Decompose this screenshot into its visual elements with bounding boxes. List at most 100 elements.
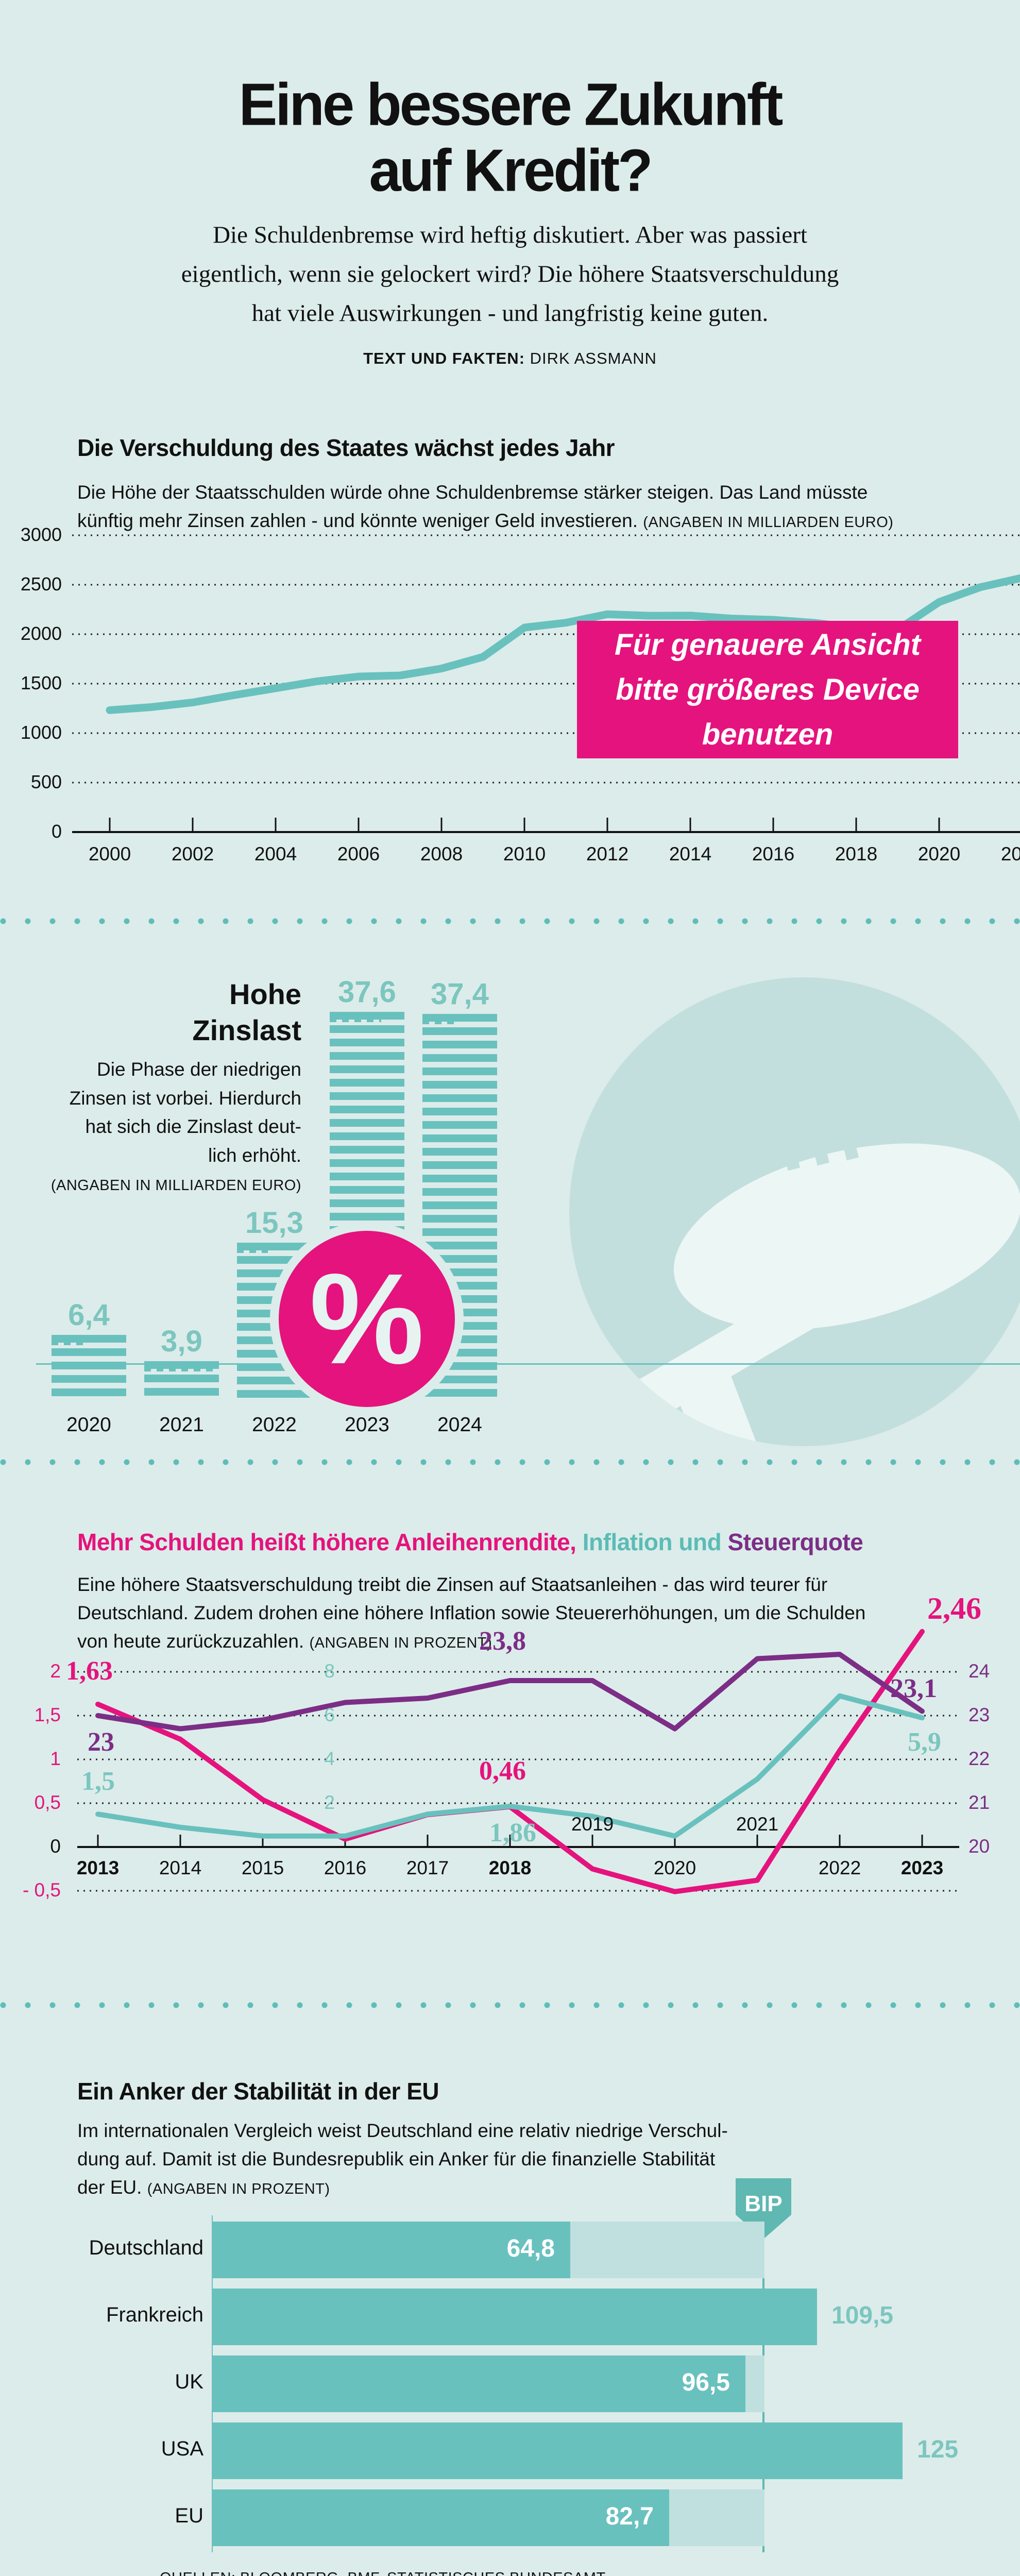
chart4-bar-UK: [213, 2355, 745, 2412]
chart1-xtick-label: 2006: [337, 843, 380, 865]
chart3-right-tick: 20: [968, 1836, 990, 1857]
chart3-right-tick: 23: [968, 1704, 990, 1725]
section3-body-line3: von heute zurückzuzahlen. (ANGABEN IN PR…: [77, 1631, 492, 1652]
chart3-line-steuerquote: [95, 1652, 925, 1732]
device-notice-overlay: Für genauere Ansicht bitte größeres Devi…: [577, 621, 958, 758]
chart4-value-label: 125: [917, 2436, 959, 2463]
chart2-value-label: 37,4: [431, 977, 489, 1011]
chart4-category-label: EU: [175, 2504, 203, 2527]
section3-heading-pink: Mehr Schulden heißt höhere Anleihenrendi…: [77, 1529, 576, 1555]
chart2-year-label: 2022: [252, 1414, 297, 1436]
chart3-left-tick: 0: [50, 1836, 61, 1857]
chart3-right-tick: 22: [968, 1748, 990, 1769]
page-title-line2: auf Kredit?: [369, 137, 653, 204]
chart4-category-label: UK: [175, 2370, 203, 2393]
section3-unit-note: (ANGABEN IN PROZENT): [309, 1635, 492, 1651]
chart3-right-tick: 24: [968, 1660, 990, 1682]
chart4-bar-Deutschland: [213, 2222, 570, 2278]
chart3-xtick-label: 2017: [406, 1857, 449, 1878]
chart1-xtick-label: 2002: [171, 843, 214, 865]
chart1-xtick-label: 2010: [503, 843, 546, 865]
brake-pedal-shoe-icon: [594, 1140, 1020, 1446]
chart4-bar-EU: [213, 2489, 669, 2546]
section2-unit-note: (ANGABEN IN MILLIARDEN EURO): [50, 1177, 301, 1194]
percent-circle: %: [279, 1231, 455, 1407]
chart1-xtick-label: 2016: [752, 843, 795, 865]
section1-heading: Die Verschuldung des Staates wächst jede…: [77, 434, 615, 461]
chart3-right-tick: 21: [968, 1792, 990, 1813]
chart1-xtick-label: 2020: [917, 843, 961, 865]
chart1-xtick-label: 2000: [88, 843, 131, 865]
bars-axis-line: [212, 2215, 213, 2552]
chart3-teal-tick: 2: [324, 1792, 335, 1813]
zinslast-baseline: [36, 1363, 1020, 1365]
chart2-dotstrip: [144, 1364, 216, 1371]
chart4-category-label: Frankreich: [106, 2303, 203, 2326]
chart3-left-tick: 1,5: [34, 1704, 61, 1725]
chart3-xtick-label: 2013: [76, 1857, 120, 1878]
chart4-category-label: Deutschland: [89, 2236, 203, 2259]
chart2-year-label: 2021: [159, 1414, 204, 1436]
section2-heading: Hohe Zinslast: [192, 978, 301, 1046]
chart3-xtick-label: 2021: [736, 1814, 779, 1835]
chart2-year-label: 2020: [66, 1414, 111, 1436]
chart3-left-tick: - 0,5: [22, 1879, 61, 1901]
chart2-year-label: 2023: [345, 1414, 389, 1436]
chart1-ytick-label: 500: [30, 771, 62, 792]
page-title-line1: Eine bessere Zukunft: [239, 71, 784, 138]
chart1-ytick-label: 1500: [20, 672, 62, 693]
chart3-annotation: 0,46: [479, 1756, 526, 1786]
section4-unit-note: (ANGABEN IN PROZENT): [147, 2181, 330, 2197]
chart1-xtick-label: 2008: [420, 843, 463, 865]
chart2-value-label: 3,9: [161, 1325, 202, 1358]
byline-name: DIRK ASSMANN: [525, 349, 657, 367]
chart1-xtick-label: 2014: [669, 843, 712, 865]
chart3-xtick-label: 2016: [324, 1857, 367, 1878]
byline: TEXT UND FAKTEN: DIRK ASSMANN: [0, 349, 1020, 368]
dotted-divider-2: [0, 1459, 1020, 1465]
section1-unit-note: (ANGABEN IN MILLIARDEN EURO): [643, 514, 894, 531]
percent-icon: %: [309, 1247, 424, 1391]
chart1-ytick-label: 3000: [20, 524, 62, 545]
chart3-teal-tick: 8: [324, 1660, 335, 1682]
chart2-dotstrip: [330, 1015, 381, 1022]
chart3-xtick-label: 2023: [900, 1857, 944, 1878]
overlay-line3: benutzen: [702, 718, 834, 751]
chart3-annotation: 1,5: [81, 1767, 115, 1796]
chart2-value-label: 37,6: [338, 975, 396, 1009]
section3-body-line2: Deutschland. Zudem drohen eine höhere In…: [77, 1602, 866, 1623]
chart2-value-label: 15,3: [245, 1206, 303, 1240]
chart3-annotation: 23: [88, 1727, 114, 1757]
chart3-annotation: 23,8: [479, 1626, 526, 1656]
dotted-divider-1: [0, 918, 1020, 924]
chart3-teal-tick: 6: [324, 1704, 335, 1725]
chart4-bar-USA: [213, 2422, 903, 2479]
chart3-annotation: 1,63: [66, 1656, 113, 1686]
chart2-dotstrip: [422, 1017, 458, 1024]
chart4-value-label: 82,7: [605, 2503, 654, 2530]
section3-heading: Mehr Schulden heißt höhere Anleihenrendi…: [77, 1528, 863, 1556]
chart3-xtick-label: 2022: [818, 1857, 861, 1878]
chart2-value-label: 6,4: [68, 1298, 110, 1332]
chart3-annotation: 1,86: [489, 1818, 536, 1848]
chart1-ytick-label: 1000: [20, 722, 62, 743]
chart3-xtick-label: 2019: [571, 1814, 614, 1835]
chart1-ytick-label: 2500: [20, 573, 62, 595]
section4-body-line1: Im internationalen Vergleich weist Deuts…: [77, 2120, 728, 2141]
section1-body-line2: künftig mehr Zinsen zahlen - und könnte …: [77, 510, 894, 531]
chart4-category-label: USA: [161, 2437, 203, 2460]
chart3-xtick-label: 2020: [653, 1857, 696, 1878]
chart2-bar-2020: [52, 1335, 126, 1401]
section4-heading: Ein Anker der Stabilität in der EU: [77, 2078, 439, 2105]
chart3-left-tick: 1: [50, 1748, 61, 1769]
subtitle-line3: hat viele Auswirkungen - und langfristig…: [251, 300, 769, 327]
chart1-xtick-label: 2004: [254, 843, 297, 865]
subtitle-line2: eigentlich, wenn sie gelockert wird? Die…: [181, 261, 839, 287]
brake-illustration-circle: [569, 977, 1020, 1446]
byline-label: TEXT UND FAKTEN:: [363, 349, 525, 367]
chart1-xtick-label: 2018: [835, 843, 878, 865]
section4-body-line3: der EU. (ANGABEN IN PROZENT): [77, 2177, 330, 2198]
chart4-bar-Frankreich: [213, 2289, 817, 2345]
section1-body-line1: Die Höhe der Staatsschulden würde ohne S…: [77, 482, 868, 503]
